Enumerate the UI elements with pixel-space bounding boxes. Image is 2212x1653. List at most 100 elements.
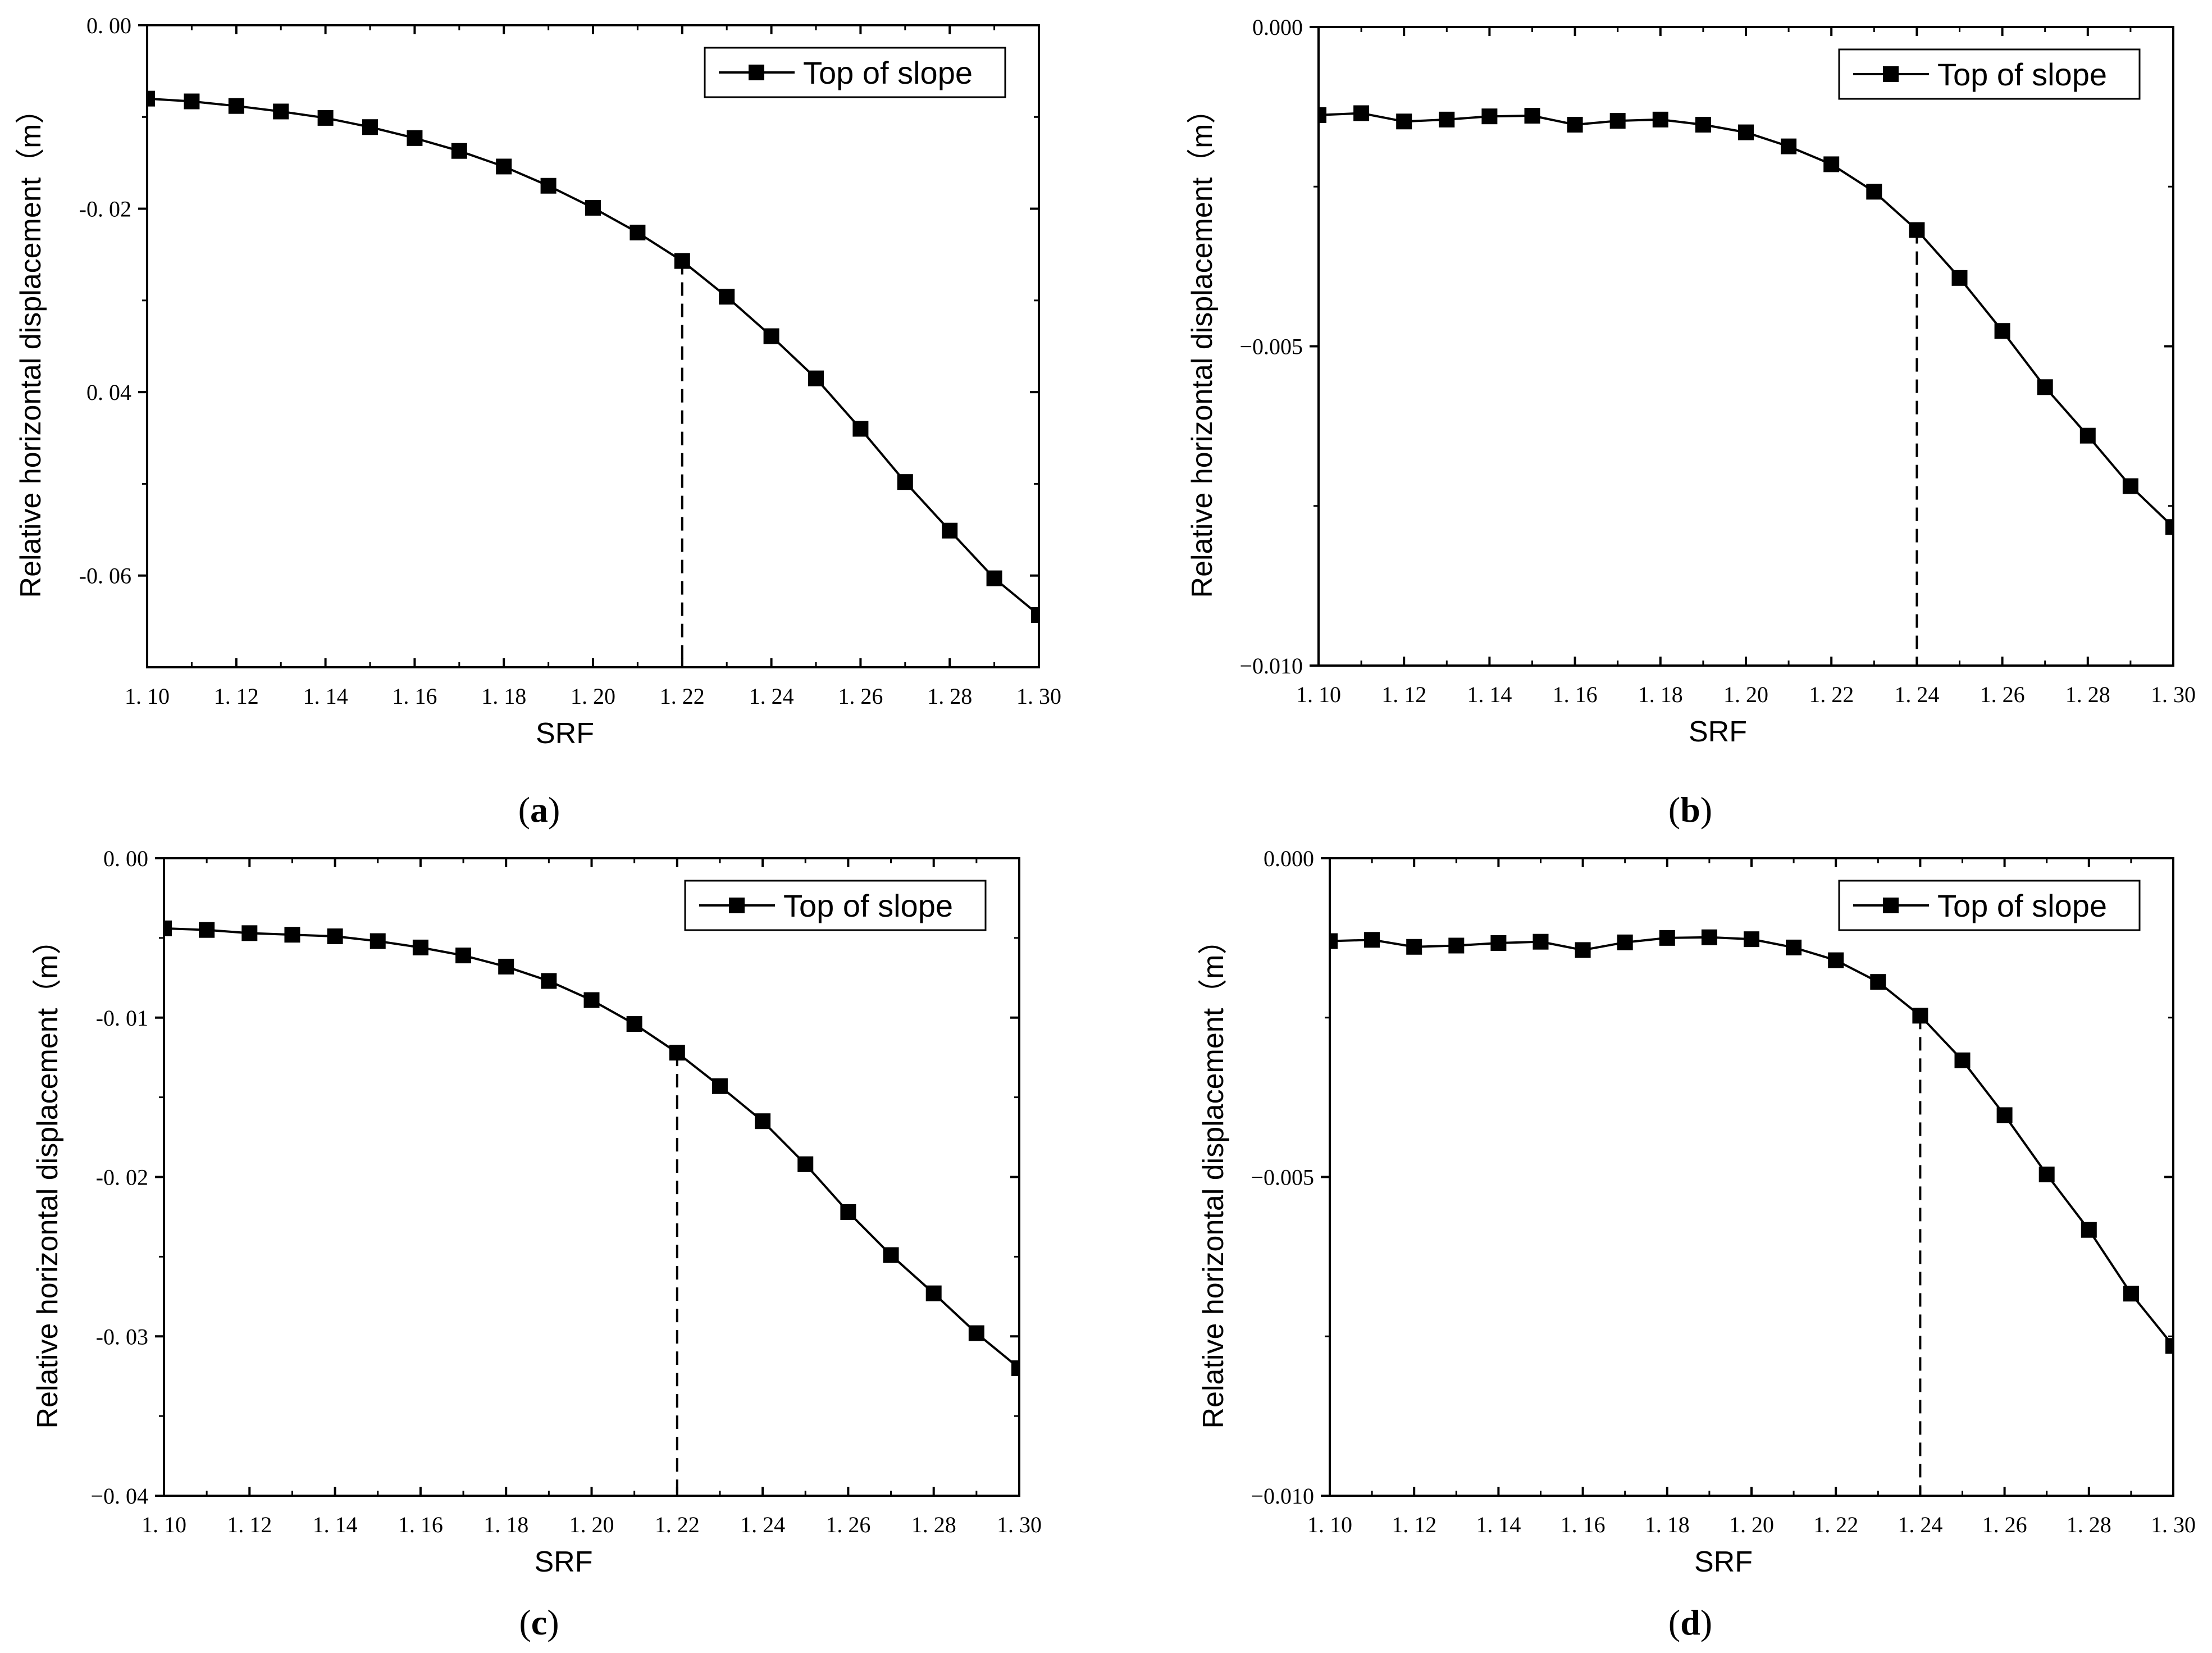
data-point-marker (199, 922, 215, 938)
data-point-marker (241, 925, 258, 941)
data-point-marker (1996, 1107, 2013, 1123)
y-tick-label: -0. 02 (79, 197, 131, 222)
x-tick-label: 1. 24 (749, 684, 794, 709)
data-point-marker (184, 93, 200, 110)
data-point-marker (1828, 952, 1844, 968)
panel-caption: (b) (1668, 790, 1712, 830)
data-point-marker (942, 522, 958, 539)
x-tick-label: 1. 30 (997, 1512, 1042, 1537)
x-tick-label: 1. 26 (1980, 682, 2025, 707)
data-point-marker (986, 570, 1002, 586)
y-tick-label: 0. 00 (103, 846, 148, 871)
caption-open-paren: ( (1668, 790, 1680, 830)
data-point-marker (284, 927, 300, 943)
data-point-marker (498, 958, 514, 975)
data-point-marker (1866, 184, 1882, 200)
data-point-marker (925, 1285, 942, 1301)
data-point-marker (370, 933, 386, 949)
x-tick-label: 1. 14 (303, 684, 348, 709)
series-top-of-slope (1330, 929, 2173, 1354)
y-tick-label: 0. 04 (86, 380, 131, 405)
data-point-marker (1396, 113, 1412, 130)
x-tick-label: 1. 14 (1467, 682, 1512, 707)
x-tick-label: 1. 18 (1638, 682, 1683, 707)
caption-close-paren: ) (548, 790, 560, 830)
legend-box (1838, 48, 2141, 100)
data-point-marker (1319, 107, 1326, 123)
data-point-marker (1567, 116, 1583, 133)
legend-label: Top of slope (1937, 888, 2107, 923)
legend-label: Top of slope (1937, 57, 2107, 92)
x-tick-label: 1. 16 (398, 1512, 443, 1537)
data-point-marker (2037, 379, 2053, 395)
data-point-marker (897, 474, 913, 490)
data-point-marker (1533, 933, 1549, 950)
x-tick-label: 1. 14 (313, 1512, 358, 1537)
data-point-marker (1609, 113, 1626, 129)
x-tick-label: 1. 20 (1729, 1512, 1774, 1537)
x-tick-label: 1. 24 (1898, 1512, 1942, 1537)
x-tick-label: 1. 28 (911, 1512, 956, 1537)
caption-letter: b (1680, 790, 1700, 830)
x-tick-label: 1. 22 (1813, 1512, 1858, 1537)
data-point-marker (1954, 1052, 1971, 1068)
panel-caption: (d) (1668, 1602, 1712, 1642)
y-tick-label: -0. 06 (79, 563, 131, 589)
data-point-marker (968, 1325, 984, 1341)
caption-open-paren: ( (519, 1602, 531, 1642)
x-tick-label: 1. 28 (2067, 1512, 2111, 1537)
y-tick-label: −0.005 (1251, 1165, 1314, 1190)
data-point-marker (2079, 427, 2096, 444)
x-tick-label: 1. 12 (1381, 682, 1426, 707)
x-tick-label: 1. 30 (1016, 684, 1061, 709)
data-point-marker (669, 1045, 685, 1061)
legend-marker-swatch (729, 898, 745, 913)
series-top-of-slope (164, 920, 1019, 1376)
data-point-marker (273, 103, 289, 120)
data-point-marker (674, 253, 690, 269)
x-tick-label: 1. 30 (2151, 682, 2196, 707)
x-tick-label: 1. 14 (1476, 1512, 1521, 1537)
x-tick-label: 1. 22 (655, 1512, 700, 1537)
data-point-marker (1617, 934, 1633, 950)
caption-close-paren: ) (1700, 1602, 1712, 1642)
series-top-of-slope (1319, 105, 2173, 535)
y-axis-title: Relative horizontal displacement（m） (31, 926, 64, 1429)
x-tick-label: 1. 20 (569, 1512, 614, 1537)
y-axis-title: Relative horizontal displacement（m） (1197, 926, 1230, 1429)
data-point-marker (840, 1204, 856, 1220)
x-tick-label: 1. 26 (838, 684, 883, 709)
data-point-marker (1744, 931, 1759, 948)
data-point-marker (1353, 105, 1370, 121)
data-point-marker (2165, 519, 2173, 535)
x-axis-title: SRF (1689, 716, 1747, 748)
legend-marker-swatch (749, 65, 764, 80)
data-point-marker (1695, 116, 1711, 133)
chart-panel-d: 1. 10 1. 12 1. 14 1. 16 1. 18 1. 20 1. 22 1. 24… (1197, 846, 2196, 1642)
data-point-marker (1364, 932, 1380, 948)
legend-label: Top of slope (783, 888, 953, 923)
x-tick-label: 1. 10 (125, 684, 170, 709)
data-point-marker (1406, 939, 1422, 955)
data-point-marker (1738, 124, 1754, 140)
data-point-marker (2122, 478, 2138, 494)
caption-letter: c (531, 1602, 547, 1642)
data-point-marker (455, 948, 472, 964)
legend: Top of slope (1838, 880, 2141, 931)
data-point-marker (712, 1078, 728, 1094)
x-axis-title: SRF (536, 717, 594, 750)
x-tick-label: 1. 20 (1723, 682, 1768, 707)
legend-marker-swatch (1883, 898, 1899, 913)
y-tick-label: −0.010 (1251, 1483, 1314, 1509)
data-point-marker (1701, 929, 1717, 945)
x-tick-label: 1. 22 (660, 684, 705, 709)
y-tick-label: -0. 03 (96, 1324, 148, 1349)
data-point-marker (1439, 111, 1455, 127)
x-tick-label: 1. 24 (1894, 682, 1939, 707)
data-point-marker (585, 199, 601, 216)
data-point-marker (412, 939, 428, 955)
y-axis-title: Relative horizontal displacement（m） (15, 95, 47, 598)
x-tick-label: 1. 30 (2151, 1512, 2196, 1537)
